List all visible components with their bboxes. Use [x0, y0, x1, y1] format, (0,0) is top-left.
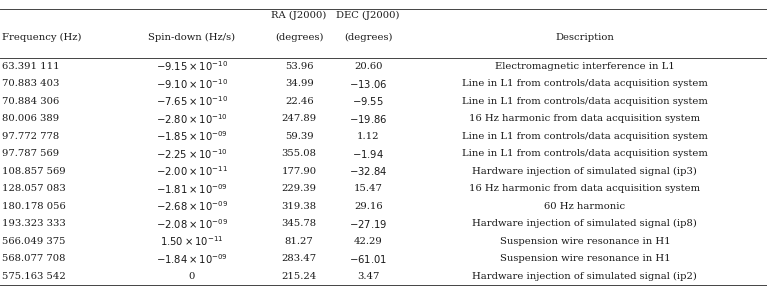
Text: $-2.00 \times 10^{-11}$: $-2.00 \times 10^{-11}$ [156, 164, 228, 178]
Text: 355.08: 355.08 [281, 149, 317, 158]
Text: 80.006 389: 80.006 389 [2, 114, 59, 123]
Text: 63.391 111: 63.391 111 [2, 62, 60, 71]
Text: 15.47: 15.47 [354, 184, 383, 193]
Text: 575.163 542: 575.163 542 [2, 272, 66, 281]
Text: Hardware injection of simulated signal (ip8): Hardware injection of simulated signal (… [472, 219, 697, 228]
Text: 97.772 778: 97.772 778 [2, 132, 60, 141]
Text: Frequency (Hz): Frequency (Hz) [2, 33, 82, 42]
Text: (degrees): (degrees) [344, 33, 393, 42]
Text: 16 Hz harmonic from data acquisition system: 16 Hz harmonic from data acquisition sys… [469, 184, 700, 193]
Text: $-9.15 \times 10^{-10}$: $-9.15 \times 10^{-10}$ [156, 59, 228, 73]
Text: Suspension wire resonance in H1: Suspension wire resonance in H1 [499, 254, 670, 263]
Text: 1.12: 1.12 [357, 132, 380, 141]
Text: 70.883 403: 70.883 403 [2, 79, 60, 88]
Text: 283.47: 283.47 [281, 254, 317, 263]
Text: $-2.68 \times 10^{-09}$: $-2.68 \times 10^{-09}$ [156, 200, 228, 213]
Text: 70.884 306: 70.884 306 [2, 97, 60, 106]
Text: 3.47: 3.47 [357, 272, 380, 281]
Text: 215.24: 215.24 [281, 272, 317, 281]
Text: 34.99: 34.99 [285, 79, 314, 88]
Text: 29.16: 29.16 [354, 202, 383, 211]
Text: $-2.08 \times 10^{-09}$: $-2.08 \times 10^{-09}$ [156, 217, 228, 231]
Text: 193.323 333: 193.323 333 [2, 219, 66, 228]
Text: 108.857 569: 108.857 569 [2, 167, 66, 176]
Text: 247.89: 247.89 [281, 114, 317, 123]
Text: $-32.84$: $-32.84$ [349, 165, 387, 177]
Text: Line in L1 from controls/data acquisition system: Line in L1 from controls/data acquisitio… [462, 97, 708, 106]
Text: Line in L1 from controls/data acquisition system: Line in L1 from controls/data acquisitio… [462, 79, 708, 88]
Text: 0: 0 [189, 272, 195, 281]
Text: Line in L1 from controls/data acquisition system: Line in L1 from controls/data acquisitio… [462, 149, 708, 158]
Text: 177.90: 177.90 [281, 167, 317, 176]
Text: (degrees): (degrees) [275, 33, 324, 42]
Text: $-9.10 \times 10^{-10}$: $-9.10 \times 10^{-10}$ [156, 77, 228, 91]
Text: Spin-down (Hz/s): Spin-down (Hz/s) [148, 33, 235, 42]
Text: 42.29: 42.29 [354, 237, 383, 246]
Text: DEC (J2000): DEC (J2000) [337, 11, 400, 20]
Text: Description: Description [555, 33, 614, 42]
Text: 180.178 056: 180.178 056 [2, 202, 66, 211]
Text: $-7.65 \times 10^{-10}$: $-7.65 \times 10^{-10}$ [156, 94, 228, 108]
Text: 345.78: 345.78 [281, 219, 317, 228]
Text: $-1.85 \times 10^{-09}$: $-1.85 \times 10^{-09}$ [156, 130, 228, 143]
Text: 128.057 083: 128.057 083 [2, 184, 66, 193]
Text: Hardware injection of simulated signal (ip2): Hardware injection of simulated signal (… [472, 272, 697, 281]
Text: $-19.86$: $-19.86$ [349, 113, 387, 125]
Text: 568.077 708: 568.077 708 [2, 254, 66, 263]
Text: $-1.94$: $-1.94$ [352, 148, 384, 160]
Text: $-61.01$: $-61.01$ [349, 253, 387, 265]
Text: 60 Hz harmonic: 60 Hz harmonic [545, 202, 625, 211]
Text: 16 Hz harmonic from data acquisition system: 16 Hz harmonic from data acquisition sys… [469, 114, 700, 123]
Text: RA (J2000): RA (J2000) [272, 11, 327, 20]
Text: $-1.84 \times 10^{-09}$: $-1.84 \times 10^{-09}$ [156, 252, 228, 266]
Text: $-2.80 \times 10^{-10}$: $-2.80 \times 10^{-10}$ [156, 112, 228, 126]
Text: 59.39: 59.39 [285, 132, 314, 141]
Text: 53.96: 53.96 [285, 62, 314, 71]
Text: 319.38: 319.38 [281, 202, 317, 211]
Text: $-27.19$: $-27.19$ [349, 218, 387, 230]
Text: 81.27: 81.27 [285, 237, 314, 246]
Text: 566.049 375: 566.049 375 [2, 237, 66, 246]
Text: Hardware injection of simulated signal (ip3): Hardware injection of simulated signal (… [472, 167, 697, 176]
Text: 20.60: 20.60 [354, 62, 383, 71]
Text: $1.50 \times 10^{-11}$: $1.50 \times 10^{-11}$ [160, 234, 223, 248]
Text: Suspension wire resonance in H1: Suspension wire resonance in H1 [499, 237, 670, 246]
Text: 22.46: 22.46 [285, 97, 314, 106]
Text: Electromagnetic interference in L1: Electromagnetic interference in L1 [495, 62, 675, 71]
Text: $-9.55$: $-9.55$ [352, 95, 384, 107]
Text: $-13.06$: $-13.06$ [349, 78, 387, 90]
Text: $-1.81 \times 10^{-09}$: $-1.81 \times 10^{-09}$ [156, 182, 228, 196]
Text: 229.39: 229.39 [281, 184, 317, 193]
Text: 97.787 569: 97.787 569 [2, 149, 59, 158]
Text: $-2.25 \times 10^{-10}$: $-2.25 \times 10^{-10}$ [156, 147, 228, 161]
Text: Line in L1 from controls/data acquisition system: Line in L1 from controls/data acquisitio… [462, 132, 708, 141]
